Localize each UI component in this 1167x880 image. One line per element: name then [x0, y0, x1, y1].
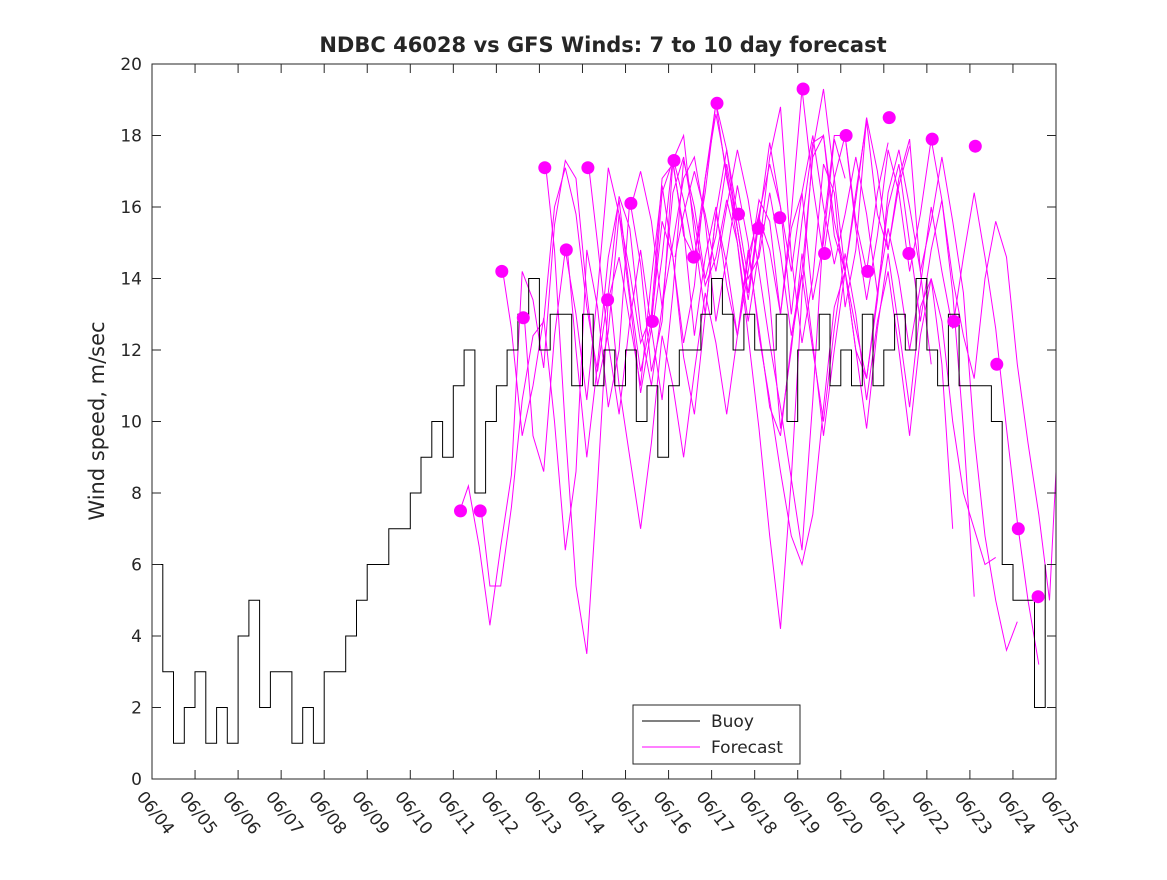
forecast-point-8 [601, 293, 615, 307]
forecast-point-1 [454, 504, 467, 518]
forecast-point-28 [1031, 590, 1045, 604]
x-tick-label: 06/21 [864, 788, 910, 839]
y-tick-label: 6 [131, 556, 142, 576]
forecast-run-line-10 [653, 88, 1040, 665]
forecast-point-20 [861, 264, 875, 278]
forecast-run-line-9 [631, 149, 1018, 653]
y-tick-label: 4 [131, 627, 142, 647]
x-tick-label: 06/18 [735, 788, 781, 839]
legend: Buoy Forecast [632, 704, 801, 765]
y-tick-label: 2 [131, 699, 142, 719]
legend-forecast-label: Forecast [711, 738, 783, 758]
x-tick-label: 06/09 [347, 788, 393, 839]
forecast-run-line-6 [566, 199, 954, 529]
forecast-point-13 [710, 96, 724, 110]
forecast-point-10 [645, 314, 659, 328]
y-tick-label: 10 [120, 413, 142, 433]
legend-box [632, 704, 801, 765]
forecast-point-7 [581, 161, 595, 175]
x-tick-label: 06/12 [476, 788, 522, 839]
x-tick-label: 06/16 [649, 788, 695, 839]
chart-title: NDBC 46028 vs GFS Winds: 7 to 10 day for… [319, 33, 886, 57]
y-tick-label: 18 [120, 127, 142, 147]
forecast-point-12 [687, 250, 701, 264]
x-tick-label: 06/04 [132, 788, 178, 839]
forecast-point-23 [925, 132, 939, 146]
x-tick-label: 06/19 [778, 788, 824, 839]
x-tick-label: 06/22 [907, 788, 953, 839]
x-tick-label: 06/07 [261, 788, 307, 839]
forecast-point-5 [538, 161, 552, 175]
x-tick-label: 06/14 [563, 788, 609, 839]
x-tick-label: 06/11 [433, 788, 479, 839]
forecast-point-9 [624, 196, 638, 210]
forecast-point-2 [473, 504, 487, 518]
forecast-point-11 [667, 154, 681, 167]
x-tick-label: 06/08 [304, 788, 350, 839]
forecast-point-4 [516, 311, 530, 325]
legend-buoy-label: Buoy [711, 712, 754, 732]
x-tick-label: 06/13 [519, 788, 565, 839]
y-tick-label: 14 [120, 270, 142, 290]
x-tick-label: 06/25 [1036, 788, 1082, 839]
forecast-run-line-11 [674, 135, 1057, 601]
forecast-point-24 [947, 314, 961, 328]
forecast-point-26 [990, 357, 1004, 371]
x-tick-label: 06/15 [606, 788, 652, 839]
y-tick-label: 20 [120, 55, 142, 75]
x-tick-label: 06/24 [993, 788, 1039, 839]
forecast-point-3 [495, 264, 509, 278]
forecast-point-14 [732, 207, 745, 221]
forecast-point-15 [751, 221, 765, 235]
x-tick-label: 06/06 [218, 788, 264, 839]
forecast-point-22 [902, 247, 916, 260]
y-axis-label: Wind speed, m/sec [85, 321, 109, 520]
x-tick-label: 06/23 [950, 788, 996, 839]
buoy-line [152, 278, 1046, 744]
forecast-point-21 [882, 111, 896, 125]
forecast-point-25 [968, 139, 982, 153]
x-tick-label: 06/17 [692, 788, 738, 839]
x-tick-label: 06/20 [821, 788, 867, 839]
forecast-point-6 [559, 243, 573, 257]
forecast-markers [454, 82, 1045, 604]
forecast-point-18 [818, 247, 832, 260]
x-tick-label: 06/10 [390, 788, 436, 839]
x-tick-label: 06/05 [175, 788, 221, 839]
y-tick-label: 8 [131, 484, 142, 504]
forecast-point-27 [1011, 522, 1025, 536]
forecast-run-line-7 [588, 135, 975, 597]
forecast-point-16 [773, 211, 787, 225]
y-tick-label: 12 [120, 341, 142, 361]
y-tick-label: 0 [131, 770, 142, 790]
series-layer [152, 82, 1057, 744]
forecast-point-19 [839, 129, 853, 142]
forecast-point-17 [796, 82, 810, 96]
buoy-series [152, 278, 1046, 744]
y-tick-label: 16 [120, 198, 142, 218]
